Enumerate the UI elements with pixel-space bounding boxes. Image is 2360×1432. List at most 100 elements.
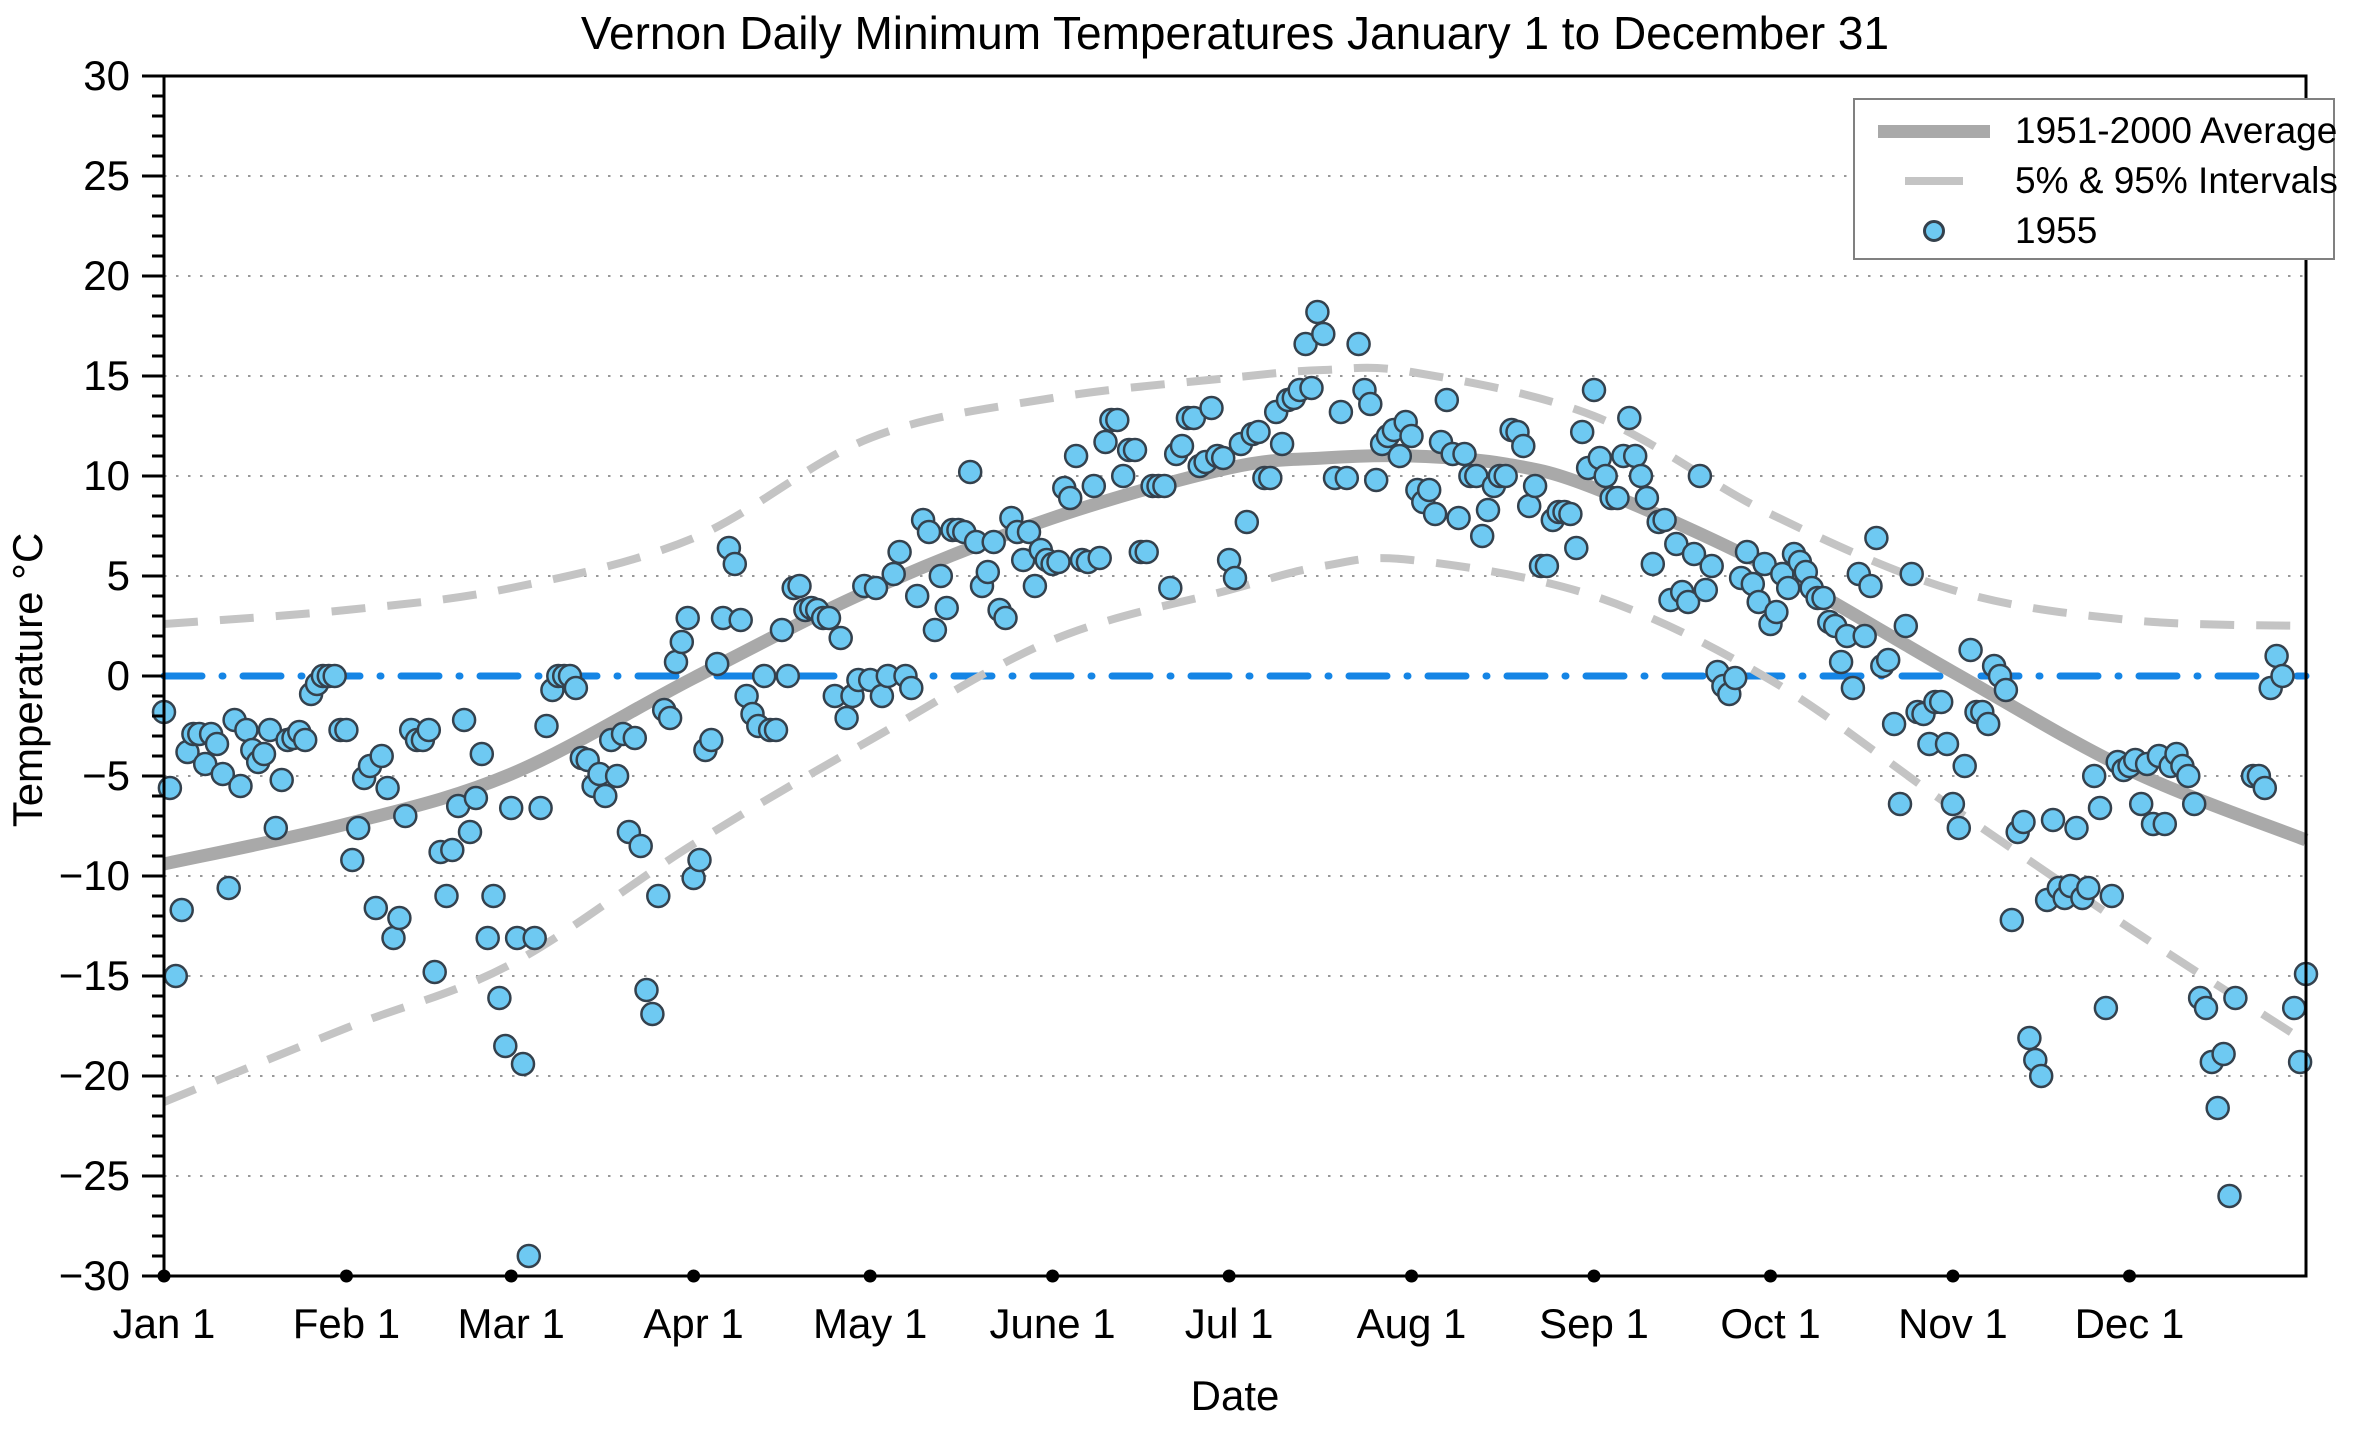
interval-line-lower	[162, 554, 2309, 1106]
scatter-point	[1558, 501, 1583, 527]
month-start-dot	[2122, 1269, 2136, 1283]
scatter-point	[769, 617, 795, 643]
month-start-dot	[157, 1269, 171, 1283]
scatter-point	[887, 539, 912, 565]
scatter-point	[834, 705, 859, 731]
legend-item-average: 1951-2000 Average	[1855, 106, 2337, 156]
scatter-point	[322, 663, 347, 689]
scatter-point	[493, 1033, 518, 1059]
scatter-point	[2099, 883, 2125, 909]
scatter-point	[228, 773, 253, 799]
scatter-point	[1522, 473, 1548, 499]
y-tick-label: −15	[59, 952, 130, 999]
scatter-point	[1234, 509, 1260, 535]
legend-label-average: 1951-2000 Average	[2015, 110, 2338, 151]
scatter-point	[1928, 689, 1954, 715]
x-tick-label: June 1	[990, 1300, 1116, 1347]
scatter-point	[2205, 1095, 2230, 1121]
scatter-point	[1063, 443, 1089, 469]
scatter-point	[1722, 665, 1748, 691]
scatter-point	[787, 573, 812, 599]
y-tick-label: 5	[107, 552, 130, 599]
scatter-point	[563, 675, 589, 701]
scatter-point	[1858, 573, 1883, 599]
scatter-point	[775, 663, 801, 689]
scatter-point	[1516, 493, 1542, 519]
scatter-point	[663, 649, 689, 675]
scatter-point	[828, 625, 853, 651]
scatter-point	[1940, 791, 1966, 817]
scatter-point	[163, 963, 189, 989]
scatter-point	[1634, 485, 1660, 511]
scatter-point	[957, 459, 983, 485]
legend-label-1955: 1955	[2015, 210, 2098, 251]
scatter-point	[1346, 331, 1371, 357]
scatter-point	[1811, 585, 1836, 611]
scatter-point	[498, 795, 524, 821]
scatter-point	[1887, 791, 1913, 817]
scatter-point	[1675, 589, 1701, 615]
scatter-point	[1628, 463, 1654, 489]
scatter-point	[1652, 507, 1677, 533]
scatter-point	[1699, 553, 1724, 579]
scatter-point	[369, 743, 394, 769]
scatter-point	[751, 663, 777, 689]
scatter-point	[381, 925, 406, 951]
scatter-point	[928, 563, 954, 589]
scatter-point	[1358, 391, 1383, 417]
scatter-point	[1975, 711, 2001, 737]
scatter-point	[1422, 501, 1448, 527]
scatter-point	[463, 785, 489, 811]
scatter-point	[1764, 599, 1789, 625]
scatter-point	[2193, 995, 2219, 1021]
scatter-point	[1875, 647, 1901, 673]
y-tick-label: −20	[59, 1052, 130, 1099]
y-tick-label: −5	[82, 752, 130, 799]
x-axis-label: Date	[1190, 1372, 1280, 1419]
scatter-point	[981, 529, 1006, 555]
scatter-point	[1828, 649, 1854, 675]
month-start-dot	[687, 1269, 701, 1283]
scatter-point	[1081, 473, 1107, 499]
y-tick-label: −30	[59, 1252, 130, 1299]
scatter-point	[675, 605, 700, 631]
month-start-dot	[1587, 1269, 1601, 1283]
scatter-point	[1210, 445, 1236, 471]
month-start-dot	[1764, 1269, 1777, 1283]
scatter-point	[1881, 711, 1907, 737]
scatter-point	[387, 905, 412, 931]
scatter-point	[1434, 387, 1460, 413]
scatter-point	[2076, 875, 2101, 901]
scatter-point	[393, 803, 418, 829]
scatter-point	[1534, 553, 1560, 579]
scatter-point	[481, 883, 506, 909]
scatter-point	[816, 605, 842, 631]
scatter-point	[345, 815, 371, 841]
y-tick-label: 0	[107, 652, 130, 699]
scatter-point	[1493, 463, 1518, 489]
scatter-point	[210, 761, 236, 787]
scatter-point	[1840, 675, 1866, 701]
x-tick-label: Mar 1	[458, 1300, 565, 1347]
scatter-point	[1775, 575, 1801, 601]
y-tick-label: 30	[83, 52, 130, 99]
scatter-point	[216, 875, 241, 901]
scatter-point	[922, 617, 948, 643]
scatter-point	[904, 583, 930, 609]
month-start-dot	[1046, 1269, 1060, 1283]
scatter-point	[1269, 431, 1295, 457]
scatter-point	[1169, 433, 1195, 459]
scatter-point	[2152, 811, 2178, 837]
x-tick-label: Dec 1	[2075, 1300, 2185, 1347]
x-tick-label: Nov 1	[1898, 1300, 2008, 1347]
scatter-point	[234, 717, 259, 743]
scatter-marker-swatch-icon	[1875, 220, 1993, 242]
scatter-point	[1158, 575, 1183, 601]
scatter-point	[899, 675, 924, 701]
scatter-point	[269, 767, 294, 793]
scatter-point	[1087, 545, 1112, 571]
scatter-point	[2087, 795, 2113, 821]
scatter-point	[340, 847, 365, 873]
